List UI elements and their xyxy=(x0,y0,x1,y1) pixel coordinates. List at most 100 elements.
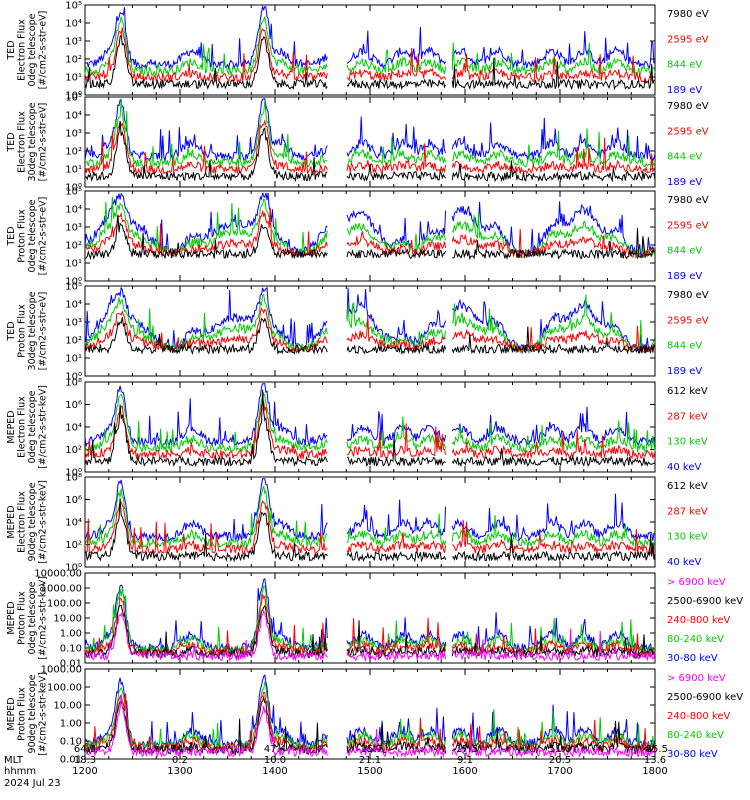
y-tick-label: 10⁴ xyxy=(65,423,82,434)
y-axis-label: Proton Flux xyxy=(17,304,28,358)
y-tick-label: 10³ xyxy=(65,318,82,329)
legend-entry: 2595 eV xyxy=(667,126,709,137)
mlt-tick-label: 9.1 xyxy=(457,755,473,766)
mlt-tick-label: 20.5 xyxy=(549,755,571,766)
y-tick-label: 10¹ xyxy=(65,165,82,176)
y-axis-label: 30deg telescope xyxy=(27,291,38,370)
y-tick-label: 10¹ xyxy=(65,73,82,84)
legend-entry: 612 keV xyxy=(667,386,708,397)
y-tick-label: 10⁰ xyxy=(65,468,82,479)
lat-tick-label: -15.7 xyxy=(357,744,383,755)
series-line--6900-kev xyxy=(84,609,656,663)
y-tick-label: 10.00 xyxy=(53,701,82,712)
legend-entry: 80-240 keV xyxy=(667,730,724,741)
series-line-7980-ev xyxy=(84,317,656,356)
mlt-tick-label: 21.1 xyxy=(359,755,381,766)
lat-tick-label: -17.5 xyxy=(452,744,478,755)
y-tick-label: 10² xyxy=(65,445,82,456)
y-tick-label: 10⁸ xyxy=(65,473,82,484)
hhmm-tick-label: 1300 xyxy=(167,766,192,777)
y-tick-label: 10⁵ xyxy=(65,93,82,104)
series-line-844-ev xyxy=(84,196,656,260)
hhmm-row-label: hhmm xyxy=(4,766,36,777)
y-tick-label: 10³ xyxy=(65,129,82,140)
legend-entry: 844 eV xyxy=(667,246,702,257)
mlt-tick-label: 10.0 xyxy=(264,755,286,766)
y-axis-label: Electron Flux xyxy=(17,19,28,81)
series-line-189-ev xyxy=(84,5,656,71)
series-line-2595-ev xyxy=(84,119,656,176)
y-axis-label: 0deg telescope xyxy=(27,199,38,272)
series-line-130-kev xyxy=(84,391,656,454)
legend-entry: 7980 eV xyxy=(667,9,709,20)
y-tick-label: 1.00 xyxy=(60,629,82,640)
y-axis-label: MEPED xyxy=(6,505,17,538)
y-axis-label: TED xyxy=(6,132,17,152)
y-axis-label: 0deg telescope xyxy=(27,390,38,463)
legend-entry: 287 keV xyxy=(667,411,708,422)
y-axis-label: Proton Flux xyxy=(17,687,28,741)
legend-entry: 30-80 keV xyxy=(667,653,718,664)
legend-entry: 189 eV xyxy=(667,177,702,188)
y-tick-label: 10³ xyxy=(65,223,82,234)
y-tick-label: 10² xyxy=(65,55,82,66)
y-tick-label: 10⁰ xyxy=(65,183,82,194)
y-tick-label: 10⁰ xyxy=(65,563,82,574)
series-line-189-ev xyxy=(84,286,656,354)
legend-entry: 844 eV xyxy=(667,152,702,163)
y-tick-label: 1.00 xyxy=(60,719,82,730)
y-axis-label: Electron Flux xyxy=(17,396,28,458)
y-tick-label: 10⁵ xyxy=(65,1,82,12)
y-axis-label: [#/cm2-s-str-eV] xyxy=(38,103,49,182)
series-line-7980-ev xyxy=(84,33,656,91)
series-line-844-ev xyxy=(84,293,656,355)
y-axis-label: [#/cm2-s-str-eV] xyxy=(38,292,49,371)
y-tick-label: 10000.00 xyxy=(34,569,82,580)
hhmm-tick-label: 1200 xyxy=(72,766,97,777)
y-tick-label: 1000.00 xyxy=(41,665,82,676)
series-line-130-kev xyxy=(84,485,656,549)
legend-entry: 7980 eV xyxy=(667,101,709,112)
legend-entry: 612 keV xyxy=(667,481,708,492)
legend-entry: 2500-6900 keV xyxy=(667,692,743,703)
y-tick-label: 10⁴ xyxy=(65,205,82,216)
y-tick-label: 0.01 xyxy=(60,755,82,766)
y-axis-label: 0deg telescope xyxy=(27,581,38,654)
y-axis-label: MEPED xyxy=(6,697,17,730)
y-tick-label: 10² xyxy=(65,241,82,252)
hhmm-tick-label: 1800 xyxy=(642,766,667,777)
lat-tick-label: 47.4 xyxy=(264,744,286,755)
series-line-612-kev xyxy=(84,498,656,563)
y-axis-label: TED xyxy=(6,226,17,246)
legend-entry: 189 eV xyxy=(667,271,702,282)
legend-entry: 130 keV xyxy=(667,437,708,448)
panel-2: 10⁰ 10¹ 10² 10³ 10⁴ 10⁵ TED Electron Flux 30deg … xyxy=(6,93,709,194)
legend-entry: 7980 eV xyxy=(667,195,709,206)
date-label: 2024 Jul 23 xyxy=(4,778,61,789)
y-tick-label: 10² xyxy=(65,540,82,551)
y-tick-label: 10⁴ xyxy=(65,300,82,311)
lat-tick-label: 51.0 xyxy=(549,744,571,755)
legend-entry: > 6900 keV xyxy=(667,673,726,684)
legend-entry: 240-800 keV xyxy=(667,615,731,626)
mlt-tick-label: 18.3 xyxy=(74,755,96,766)
y-axis-label: [#/cm2-s-str-keV] xyxy=(38,576,49,660)
y-axis-label: TED xyxy=(6,40,17,60)
panel-frame xyxy=(84,285,656,377)
y-axis-label: Proton Flux xyxy=(17,591,28,645)
y-tick-label: 10⁵ xyxy=(65,187,82,198)
legend-entry: 40 keV xyxy=(667,557,701,568)
legend-entry: 844 eV xyxy=(667,60,702,71)
series-line-844-ev xyxy=(84,98,656,169)
y-tick-label: 10² xyxy=(65,336,82,347)
y-axis-label: MEPED xyxy=(6,410,17,443)
y-tick-label: 10⁵ xyxy=(65,282,82,293)
lat-tick-label: 64.9 xyxy=(74,744,96,755)
legend-entry: 844 eV xyxy=(667,341,702,352)
legend-entry: 2500-6900 keV xyxy=(667,596,743,607)
y-axis-label: Electron Flux xyxy=(17,111,28,173)
y-tick-label: 0.10 xyxy=(60,737,82,748)
y-tick-label: 10¹ xyxy=(65,259,82,270)
legend-entry: 2595 eV xyxy=(667,34,709,45)
legend-entry: 287 keV xyxy=(667,506,708,517)
